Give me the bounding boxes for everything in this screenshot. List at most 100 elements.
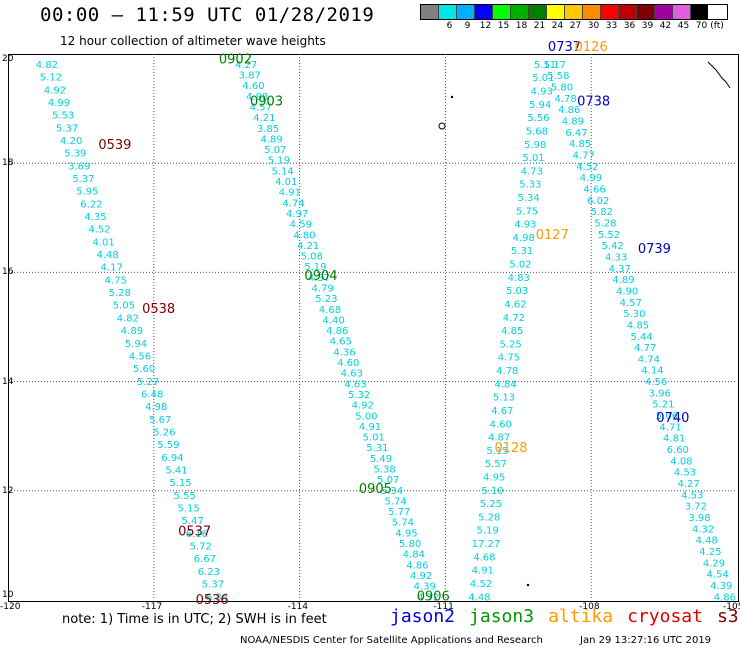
wave-height-value: 3.98 [688, 513, 710, 524]
wave-height-value: 5.15 [177, 504, 199, 515]
wave-height-value: 4.37 [308, 273, 330, 284]
wave-height-value: 5.56 [527, 113, 549, 124]
wave-height-value: 4.92 [44, 85, 66, 96]
legend-item-s3a: s3a [716, 606, 740, 627]
wave-height-value: 4.39 [710, 581, 732, 592]
wave-height-value: 4.62 [504, 299, 526, 310]
pass-time-label: 0903 [250, 94, 283, 109]
wave-height-value: 4.85 [569, 139, 591, 150]
color-scale-unit: (ft) [710, 21, 724, 31]
color-scale-tick-label: 21 [533, 21, 546, 31]
color-scale-swatch [492, 5, 510, 19]
wave-height-value: 4.86 [326, 326, 348, 337]
longitude-tick-label: -105 [723, 602, 740, 612]
wave-height-value: 4.66 [583, 185, 605, 196]
wave-height-value: 4.88 [246, 92, 268, 103]
wave-height-value: 3.87 [239, 71, 261, 82]
wave-height-value: 6.16 [186, 529, 208, 540]
wave-height-value: 5.37 [72, 174, 94, 185]
wave-height-value: 5.82 [591, 207, 613, 218]
wave-height-value: 4.82 [36, 60, 58, 71]
wave-height-value: 5.47 [182, 516, 204, 527]
wave-height-value: 4.14 [641, 366, 663, 377]
wave-height-value: 5.55 [173, 491, 195, 502]
wave-height-value: 4.82 [117, 313, 139, 324]
color-scale-swatch [690, 5, 708, 19]
wave-height-value: 5.15 [169, 478, 191, 489]
pass-time-label: 0539 [98, 138, 131, 153]
island-dot [526, 583, 530, 587]
legend-item-cryosat: cryosat [627, 606, 703, 627]
longitude-tick-label: -114 [287, 602, 309, 612]
wave-height-value: 6.67 [194, 554, 216, 565]
wave-height-value: 4.75 [498, 353, 520, 364]
wave-height-value: 4.54 [706, 570, 728, 581]
pass-time-label: 0739 [638, 242, 671, 257]
color-scale-swatch [421, 5, 438, 19]
color-scale-swatch [456, 5, 474, 19]
wave-height-value: 5.28 [478, 512, 500, 523]
wave-height-value: 6.48 [141, 389, 163, 400]
wave-height-value: 5.25 [480, 499, 502, 510]
wave-height-value: 4.98 [513, 233, 535, 244]
wave-height-value: 4.52 [88, 225, 110, 236]
color-scale-swatch [636, 5, 654, 19]
generated-timestamp: Jan 29 13:27:16 UTC 2019 [580, 635, 712, 646]
color-scale-swatch [546, 5, 564, 19]
wave-height-value: 4.84 [495, 379, 517, 390]
wave-height-value: 4.48 [468, 592, 490, 603]
wave-height-value: 4.53 [674, 468, 696, 479]
pass-time-label: 0536 [196, 593, 229, 608]
wave-height-value: 4.91 [359, 422, 381, 433]
latitude-tick-label: 14 [2, 376, 14, 387]
pass-time-label: 0738 [577, 94, 610, 109]
wave-height-value: 5.41 [165, 466, 187, 477]
wave-height-value: 5.34 [517, 193, 539, 204]
color-scale-tick-label: 39 [641, 21, 654, 31]
wave-height-value: 5.59 [157, 440, 179, 451]
wave-height-value: 4.92 [410, 571, 432, 582]
wave-height-value: 3.85 [257, 124, 279, 135]
wave-height-value: 4.89 [612, 275, 634, 286]
wave-height-value: 4.72 [417, 592, 439, 603]
wave-height-value: 6.22 [80, 199, 102, 210]
wave-height-value: 4.21 [297, 241, 319, 252]
wave-height-value: 4.71 [659, 422, 681, 433]
satellite-legend: jason2 jason3 altika cryosat s3a [390, 606, 740, 627]
wave-height-value: 5.19 [476, 526, 498, 537]
wave-height-value: 5.25 [499, 339, 521, 350]
wave-height-value: 4.57 [250, 103, 272, 114]
color-scale-labels: 6 9 12 15 18 21 24 27 30 33 36 39 42 45 70 (ft) [421, 21, 731, 35]
color-scale-tick-label: 6 [446, 21, 453, 31]
wave-height-value: 5.08 [301, 252, 323, 263]
wave-height-value: 5.38 [374, 465, 396, 476]
wave-height-value: 5.31 [511, 246, 533, 257]
coastline [707, 61, 731, 89]
wave-height-value: 5.27 [137, 377, 159, 388]
wave-height-value: 4.89 [562, 117, 584, 128]
wave-height-value: 4.78 [554, 94, 576, 105]
wave-height-value: 3.96 [649, 388, 671, 399]
wave-height-value: 4.01 [275, 177, 297, 188]
color-scale-swatch [600, 5, 618, 19]
wave-height-value: 5.75 [516, 206, 538, 217]
wave-height-value: 5.34 [381, 486, 403, 497]
wave-height-value: 4.53 [681, 490, 703, 501]
wave-height-value: 5.77 [388, 507, 410, 518]
color-scale-swatch [510, 5, 528, 19]
wave-height-value: 5.00 [355, 411, 377, 422]
color-scale-swatch [672, 5, 690, 19]
color-scale-tick-label: 33 [605, 21, 618, 31]
wave-height-value: 5.80 [399, 539, 421, 550]
wave-height-value: 5.02 [509, 260, 531, 271]
wave-height-value: 5.37 [202, 580, 224, 591]
color-scale-tick-label: 70 [695, 21, 708, 31]
wave-height-value: 4.86 [714, 592, 736, 603]
wave-height-value: 4.56 [645, 377, 667, 388]
wave-height-value: 4.99 [580, 173, 602, 184]
wave-height-value: 4.84 [403, 550, 425, 561]
pass-time-label: 0126 [575, 40, 608, 55]
wave-height-value: 5.07 [377, 475, 399, 486]
latitude-tick-label: 20 [2, 54, 14, 64]
pass-time-label: 0538 [142, 302, 175, 317]
